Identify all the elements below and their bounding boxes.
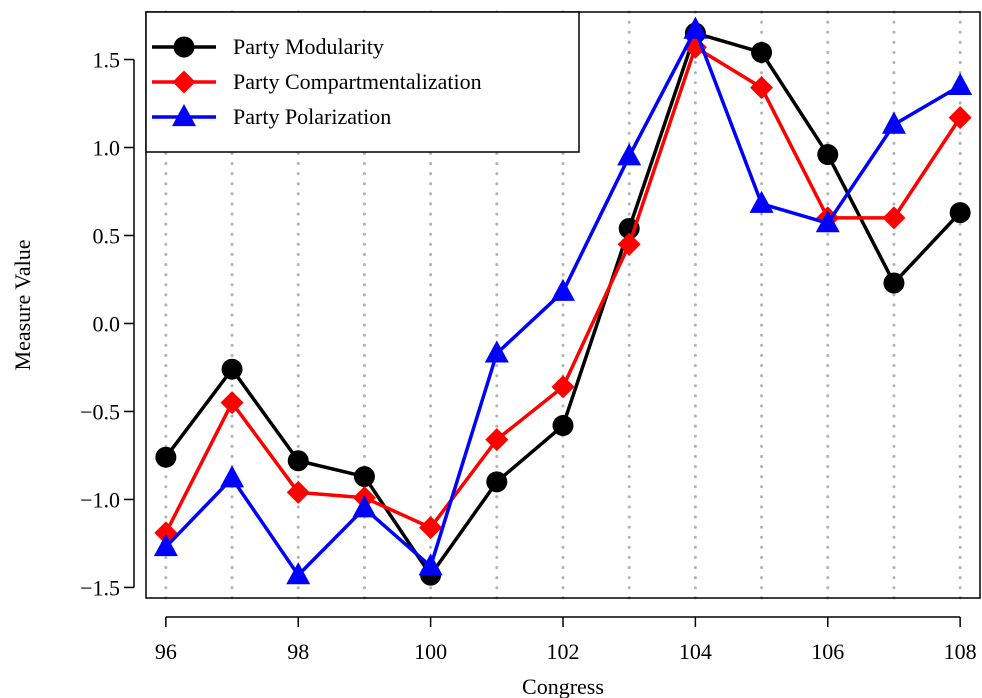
x-tick-label: 102 <box>547 639 580 664</box>
y-axis-title: Measure Value <box>10 240 35 371</box>
data-point <box>815 210 840 233</box>
y-tick-label: −0.5 <box>80 399 120 424</box>
data-point <box>551 278 575 301</box>
data-point <box>155 446 177 468</box>
x-tick-label: 96 <box>155 639 177 664</box>
legend-box <box>145 11 580 153</box>
data-point <box>353 466 375 488</box>
data-point <box>948 106 972 130</box>
data-point <box>153 533 178 557</box>
y-tick-label: 1.0 <box>93 136 121 161</box>
data-point <box>220 465 245 488</box>
data-point <box>286 562 311 585</box>
data-point <box>552 415 574 437</box>
legend-entry: Party Modularity <box>152 34 384 59</box>
x-axis-title: Congress <box>522 674 604 698</box>
data-point <box>419 516 443 540</box>
data-point <box>949 202 971 224</box>
data-point <box>817 144 839 166</box>
data-point <box>485 428 509 452</box>
data-point <box>683 16 708 39</box>
data-point <box>287 450 309 472</box>
y-tick-label: 0.5 <box>93 223 121 248</box>
data-point <box>749 190 774 213</box>
y-tick-label: 0.0 <box>93 311 121 336</box>
grid-lines <box>164 10 962 600</box>
data-point <box>221 358 243 380</box>
data-point <box>418 553 443 576</box>
legend: Party Modularity Party Compartmentalizati… <box>145 11 580 153</box>
legend-label: Party Polarization <box>233 104 391 129</box>
y-tick-label: 1.5 <box>93 48 121 73</box>
data-point <box>883 272 905 294</box>
data-point <box>617 143 642 166</box>
legend-marker <box>173 36 195 58</box>
data-point <box>352 495 377 518</box>
legend-marker <box>172 70 196 94</box>
x-tick-label: 106 <box>811 639 844 664</box>
series-party-polarization <box>153 16 973 585</box>
data-point <box>617 232 641 256</box>
series-layer <box>153 16 973 586</box>
axes: 96 98 100 102 104 106 108 1.5 1.0 0.5 0.0 −0.5 −1.0 −… <box>80 48 977 664</box>
data-point <box>751 41 773 63</box>
legend-entry: Party Compartmentalization <box>152 69 482 94</box>
data-point <box>286 480 310 504</box>
legend-marker <box>172 104 196 127</box>
legend-label: Party Modularity <box>233 34 384 59</box>
data-point <box>750 76 774 100</box>
y-tick-label: −1.0 <box>80 487 120 512</box>
data-point <box>881 111 906 134</box>
data-point <box>948 72 973 96</box>
x-tick-label: 104 <box>679 639 712 664</box>
x-tick-label: 98 <box>287 639 309 664</box>
legend-label: Party Compartmentalization <box>233 69 482 94</box>
data-point <box>882 206 906 230</box>
data-point <box>484 340 509 363</box>
x-tick-label: 100 <box>414 639 447 664</box>
y-tick-label: −1.5 <box>80 575 120 600</box>
x-tick-label: 108 <box>944 639 977 664</box>
data-point <box>220 391 244 415</box>
data-point <box>551 375 575 399</box>
legend-entry: Party Polarization <box>152 104 391 129</box>
data-point <box>486 471 508 493</box>
